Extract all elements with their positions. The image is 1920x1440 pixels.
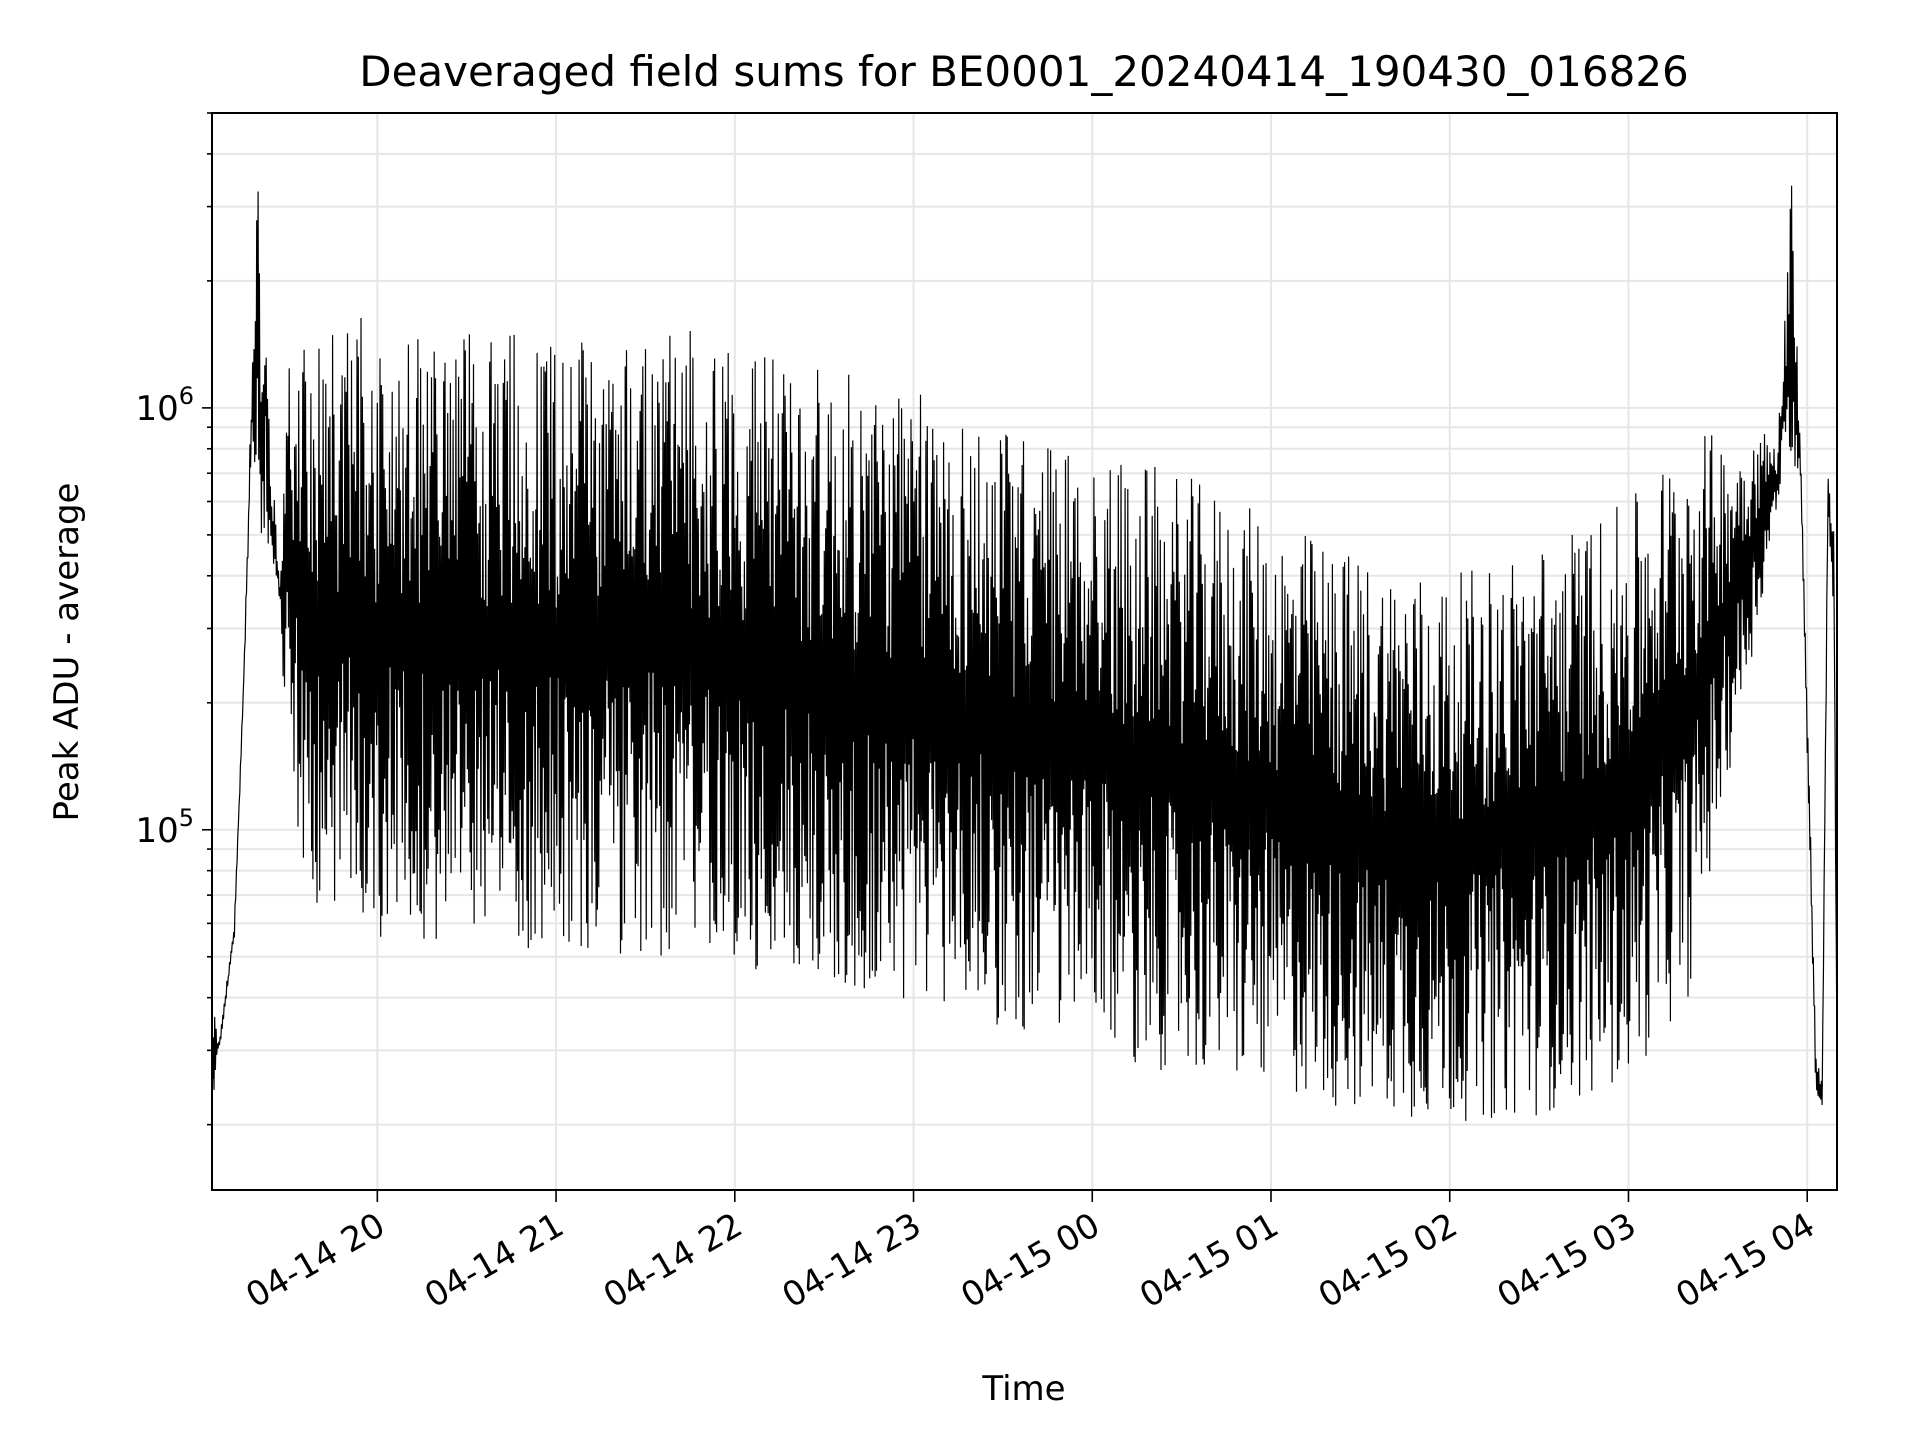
x-tick-label: 04-14 21: [418, 1205, 570, 1316]
x-axis-title: Time: [981, 1369, 1065, 1409]
series-line: [211, 185, 1838, 1121]
axis-ticks: [202, 112, 1809, 1202]
y-tick-label: 105: [135, 804, 194, 851]
x-tick-label: 04-15 03: [1491, 1205, 1643, 1316]
x-tick-label: 04-15 04: [1669, 1205, 1821, 1316]
x-tick-label: 04-14 22: [597, 1205, 749, 1316]
x-tick-label: 04-14 20: [239, 1205, 391, 1316]
y-axis-title: Peak ADU - average: [47, 483, 87, 822]
x-tick-labels: 04-14 20 04-14 21 04-14 22 04-14 23 04-15 00…: [239, 1205, 1821, 1316]
chart-title: Deaveraged field sums for BE0001_2024041…: [359, 47, 1689, 96]
y-tick-label: 106: [135, 382, 194, 429]
x-tick-label: 04-14 23: [776, 1205, 928, 1316]
series-layer: [211, 185, 1838, 1121]
x-tick-label: 04-15 02: [1312, 1205, 1464, 1316]
y-tick-base: 10: [135, 389, 178, 429]
plot-frame: [211, 112, 1838, 1191]
x-tick-label: 04-15 01: [1133, 1205, 1285, 1316]
y-tick-base: 10: [135, 811, 178, 851]
y-tick-exponent: 5: [179, 804, 194, 832]
x-tick-label: 04-15 00: [954, 1205, 1106, 1316]
y-tick-exponent: 6: [179, 382, 194, 410]
